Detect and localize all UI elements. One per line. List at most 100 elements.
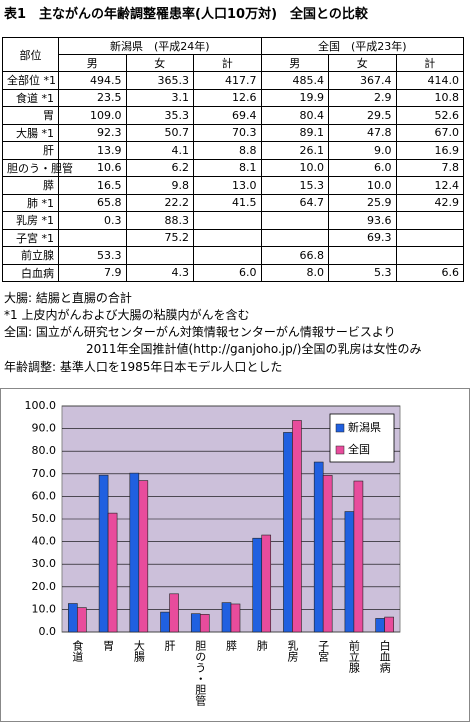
cell: 26.1	[260, 141, 329, 160]
note: 大腸: 結腸と直腸の合計	[4, 291, 132, 305]
row-label: 子宮 *1	[2, 228, 59, 247]
legend-label: 全国	[348, 442, 370, 456]
cell: 3.1	[125, 88, 194, 107]
legend-swatch	[335, 423, 345, 433]
bar	[77, 607, 87, 633]
cell: 69.4	[193, 106, 262, 125]
y-tick-label: 80.0	[32, 444, 57, 457]
y-tick-label: 60.0	[32, 489, 57, 502]
x-tick-label: 大腸	[132, 639, 145, 663]
cell: 494.5	[58, 71, 127, 90]
table-row: 大腸 *1 92.3 50.7 70.3 89.1 47.8 67.0	[2, 123, 464, 142]
cell: 9.0	[328, 141, 397, 160]
cell: 75.2	[125, 228, 194, 247]
bar	[261, 534, 272, 633]
x-tick-label: 胃	[102, 640, 115, 652]
cell: 7.9	[58, 263, 127, 282]
cell: 64.7	[260, 193, 329, 212]
bar	[384, 616, 394, 633]
cell: 65.8	[58, 193, 127, 212]
legend-label: 新潟県	[348, 420, 381, 434]
cell: 4.3	[125, 263, 194, 282]
bar	[353, 480, 364, 633]
row-label: 食道 *1	[2, 88, 59, 107]
note: 2011年全国推計値(http://ganjoho.jp/)全国の乳房は女性のみ	[86, 342, 422, 356]
row-label: 全部位 *1	[2, 71, 59, 90]
cell: 10.0	[328, 176, 397, 195]
cell: 8.0	[260, 263, 329, 282]
cell: 29.5	[328, 106, 397, 125]
table-row: 膵 16.5 9.8 13.0 15.3 10.0 12.4	[2, 176, 464, 195]
row-label: 胃	[2, 106, 59, 125]
title: 表1 主ながんの年齢調整罹患率(人口10万対) 全国との比較	[4, 7, 368, 22]
y-tick-label: 0.0	[39, 625, 57, 638]
header-row: 男女計男女計	[3, 54, 464, 72]
bar	[292, 420, 302, 633]
column-header: 計	[193, 54, 262, 72]
row-label: 肺 *1	[2, 193, 59, 212]
cell: 365.3	[125, 71, 194, 90]
table-row: 胃 109.0 35.3 69.4 80.4 29.5 52.6	[2, 106, 464, 125]
cell: 16.5	[58, 176, 127, 195]
bar	[221, 602, 232, 633]
y-tick-label: 90.0	[32, 422, 57, 435]
cell: 93.6	[328, 211, 397, 230]
note: *1 上皮内がんおよび大腸の粘膜内がんを含む	[4, 308, 250, 322]
table-row: 全部位 *1 494.5 365.3 417.7 485.4 367.4 414.0	[2, 71, 464, 90]
bar	[283, 432, 293, 633]
cell: 47.8	[328, 123, 397, 142]
cell	[193, 228, 262, 247]
cell: 22.2	[125, 193, 194, 212]
y-tick-label: 100.0	[25, 399, 57, 412]
bar	[199, 614, 210, 633]
x-tick-label: 乳房	[286, 640, 299, 663]
cell: 12.4	[395, 176, 464, 195]
cell: 485.4	[260, 71, 329, 90]
cell: 6.2	[125, 158, 194, 177]
corner-cell: 部位	[2, 37, 59, 72]
cell: 80.4	[260, 106, 329, 125]
table-row: 胆のう・胆管 10.6 6.2 8.1 10.0 6.0 7.8	[2, 158, 464, 177]
row-label: 前立腺	[2, 246, 59, 265]
cell: 414.0	[395, 71, 464, 90]
cell: 12.6	[193, 88, 262, 107]
column-header: 計	[395, 54, 464, 72]
cell: 9.8	[125, 176, 194, 195]
cell	[125, 246, 194, 265]
column-header: 男	[260, 54, 329, 72]
cell	[260, 228, 329, 247]
x-tick-label: 食道	[71, 639, 84, 662]
row-label: 乳房 *1	[2, 211, 59, 230]
bar	[107, 512, 118, 633]
cell: 367.4	[328, 71, 397, 90]
cell: 41.5	[193, 193, 262, 212]
cell: 7.8	[395, 158, 464, 177]
bar	[129, 472, 140, 633]
header-row: 部位 新潟県 (平成24年) 全国 (平成23年)	[2, 37, 464, 72]
cell	[193, 246, 262, 265]
row-label: 膵	[2, 176, 59, 195]
table-row: 白血病 7.9 4.3 6.0 8.0 5.3 6.6	[2, 263, 464, 282]
table-row: 肝 13.9 4.1 8.8 26.1 9.0 16.9	[2, 141, 464, 160]
cell: 88.3	[125, 211, 194, 230]
legend-swatch	[335, 445, 345, 455]
x-tick-label: 膵	[225, 640, 238, 652]
column-header: 女	[125, 54, 194, 72]
x-tick-label: 肝	[163, 640, 176, 651]
cell: 5.3	[328, 263, 397, 282]
bar	[138, 480, 149, 633]
cell: 13.0	[193, 176, 262, 195]
bar	[68, 603, 78, 633]
cell	[395, 228, 464, 247]
column-header: 男	[58, 54, 127, 72]
cell: 16.9	[395, 141, 464, 160]
cell: 6.6	[395, 263, 464, 282]
cell: 417.7	[193, 71, 262, 90]
cell: 89.1	[260, 123, 329, 142]
row-label: 大腸 *1	[2, 123, 59, 142]
table-row: 乳房 *1 0.3 88.3 93.6	[2, 211, 464, 230]
bar	[322, 475, 333, 633]
bar	[98, 474, 109, 633]
table-row: 前立腺 53.3 66.8	[2, 246, 464, 265]
bar	[190, 613, 201, 633]
